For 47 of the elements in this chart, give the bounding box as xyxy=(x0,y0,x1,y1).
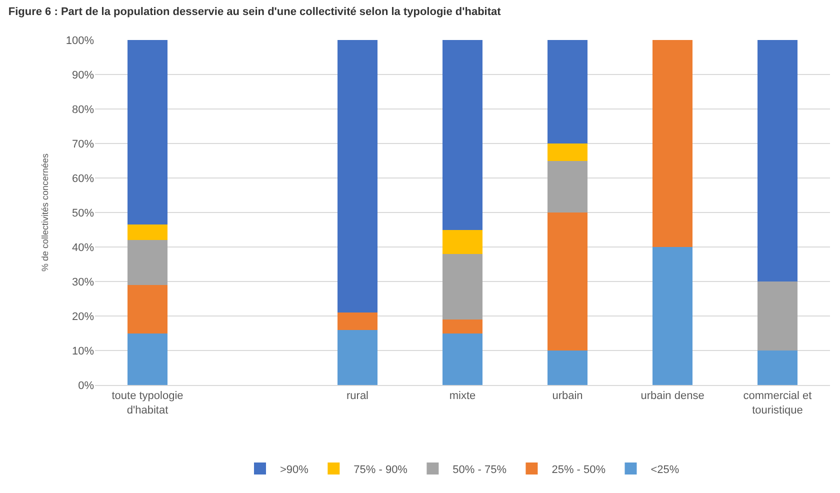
y-tick-label: 10% xyxy=(72,345,94,358)
y-tick-label: 100% xyxy=(66,34,94,47)
bar xyxy=(548,144,588,161)
legend-label: 50% - 75% xyxy=(452,464,507,476)
y-axis-title: % de collectivités concernées xyxy=(40,152,50,272)
x-tick-label: mixte xyxy=(449,390,476,402)
bar xyxy=(442,254,482,320)
y-tick-label: 80% xyxy=(72,104,94,116)
bar xyxy=(128,240,168,285)
bar xyxy=(758,350,798,385)
legend-label: >90% xyxy=(280,464,309,476)
y-tick-label: 50% xyxy=(72,207,94,220)
x-tick-label: urbain xyxy=(552,390,583,402)
x-tick-label: rural xyxy=(346,390,369,402)
x-tick-label: urbain dense xyxy=(640,390,704,402)
bar xyxy=(128,333,168,385)
bar xyxy=(548,212,588,350)
y-tick-label: 30% xyxy=(72,276,94,288)
bar xyxy=(442,333,482,385)
y-tick-label: 60% xyxy=(72,172,94,185)
y-tick-label: 90% xyxy=(72,69,94,82)
bar xyxy=(442,230,482,254)
y-tick-label: 20% xyxy=(72,310,94,323)
bar xyxy=(548,40,588,144)
bar xyxy=(548,350,588,385)
legend-label: 25% - 50% xyxy=(552,464,606,476)
bar xyxy=(652,247,692,385)
bar xyxy=(338,330,378,385)
x-tick-label: commercial et touristique xyxy=(743,390,812,416)
bar xyxy=(128,40,168,225)
bar xyxy=(548,160,588,212)
bar xyxy=(128,284,168,334)
bar xyxy=(442,40,482,230)
chart-title: Figure 6 : Part de la population desservie au sein d'une collectivité selon la typologie d'habitat xyxy=(8,6,502,18)
bar xyxy=(758,40,798,282)
y-tick-label: 40% xyxy=(72,242,94,254)
x-tick-label: toute typologie d'habitat xyxy=(112,390,184,416)
bar xyxy=(758,282,798,350)
y-tick-label: 70% xyxy=(72,138,94,150)
legend-label: 75% - 90% xyxy=(354,464,408,476)
bar xyxy=(338,40,378,313)
bar xyxy=(338,312,378,330)
bar xyxy=(652,40,692,247)
legend-label: <25% xyxy=(650,464,680,476)
y-tick-label: 0% xyxy=(78,380,94,392)
bar xyxy=(442,319,482,334)
bar xyxy=(128,224,168,240)
